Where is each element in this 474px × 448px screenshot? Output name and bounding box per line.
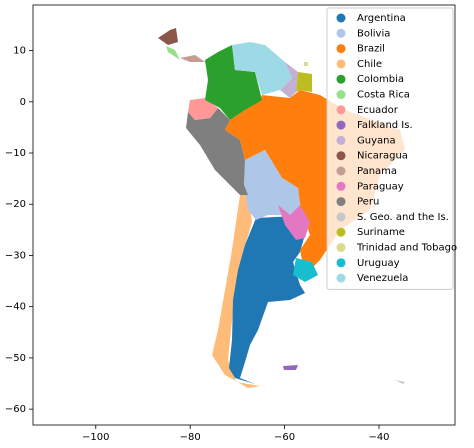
- legend-marker: [336, 44, 346, 54]
- y-tick-label: 10: [13, 46, 26, 57]
- legend-label: Brazil: [357, 44, 385, 55]
- x-tick-label: −60: [274, 432, 295, 443]
- legend-marker: [336, 166, 346, 176]
- legend-label: Peru: [357, 197, 379, 208]
- legend-marker: [336, 273, 346, 283]
- y-tick-label: −20: [5, 199, 26, 210]
- x-tick-label: −80: [180, 432, 201, 443]
- legend-label: Falkland Is.: [357, 120, 413, 131]
- country-shape: [395, 380, 405, 384]
- legend-marker: [336, 151, 346, 161]
- legend-marker: [336, 243, 346, 252]
- legend-marker: [336, 90, 346, 99]
- legend-marker: [336, 120, 346, 130]
- country-shape: [205, 45, 262, 120]
- country-shape: [158, 28, 178, 45]
- legend-label: Argentina: [357, 13, 406, 24]
- legend-label: Bolivia: [357, 28, 390, 39]
- plot-frame: [32, 4, 456, 426]
- legend-label: Paraguay: [357, 181, 404, 192]
- country-shape: [232, 42, 292, 95]
- country-shape: [180, 55, 205, 62]
- y-tick-label: −10: [5, 148, 26, 159]
- map: [158, 28, 405, 388]
- legend-marker: [336, 197, 346, 207]
- legend-label: Suriname: [357, 227, 405, 238]
- legend-label: S. Geo. and the Is.: [357, 212, 449, 223]
- legend-label: Panama: [357, 166, 397, 177]
- legend-label: Nicaragua: [357, 151, 408, 162]
- y-tick-label: −60: [5, 404, 26, 415]
- legend-label: Venezuela: [357, 273, 408, 284]
- country-shape: [244, 150, 300, 220]
- legend-label: Colombia: [357, 74, 404, 85]
- y-tick-label: −40: [5, 302, 26, 313]
- legend-marker: [336, 135, 346, 145]
- country-shape: [188, 98, 218, 120]
- legend-label: Costa Rica: [357, 90, 410, 101]
- country-shape: [283, 365, 298, 370]
- legend-marker: [336, 212, 346, 222]
- country-shape: [304, 62, 308, 66]
- legend-label: Guyana: [357, 135, 396, 146]
- y-tick-label: 0: [20, 97, 26, 108]
- legend-marker: [336, 59, 346, 69]
- legend-marker: [336, 227, 346, 237]
- x-tick-label: −40: [368, 432, 389, 443]
- country-shape: [296, 72, 312, 92]
- country-shape: [186, 108, 248, 195]
- country-shape: [166, 46, 180, 60]
- legend-box: [326, 7, 454, 290]
- legend-marker: [336, 28, 346, 38]
- country-shape: [229, 216, 305, 384]
- legend-label: Uruguay: [357, 258, 400, 269]
- legend-marker: [336, 258, 346, 268]
- y-tick-label: −30: [5, 250, 26, 261]
- legend-label: Chile: [357, 59, 382, 70]
- legend-marker: [336, 13, 346, 23]
- x-tick-label: −100: [82, 432, 109, 443]
- legend: Argentina Bolivia Brazil Chile Colombia Costa…: [326, 7, 457, 290]
- legend-marker: [336, 105, 346, 115]
- country-shape: [280, 62, 298, 98]
- country-shape: [278, 205, 310, 240]
- country-shape: [293, 258, 318, 282]
- legend-marker: [336, 181, 346, 191]
- legend-label: Trinidad and Tobago: [356, 243, 457, 254]
- legend-label: Ecuador: [357, 105, 399, 116]
- y-tick-label: −50: [5, 353, 26, 364]
- legend-marker: [336, 74, 346, 84]
